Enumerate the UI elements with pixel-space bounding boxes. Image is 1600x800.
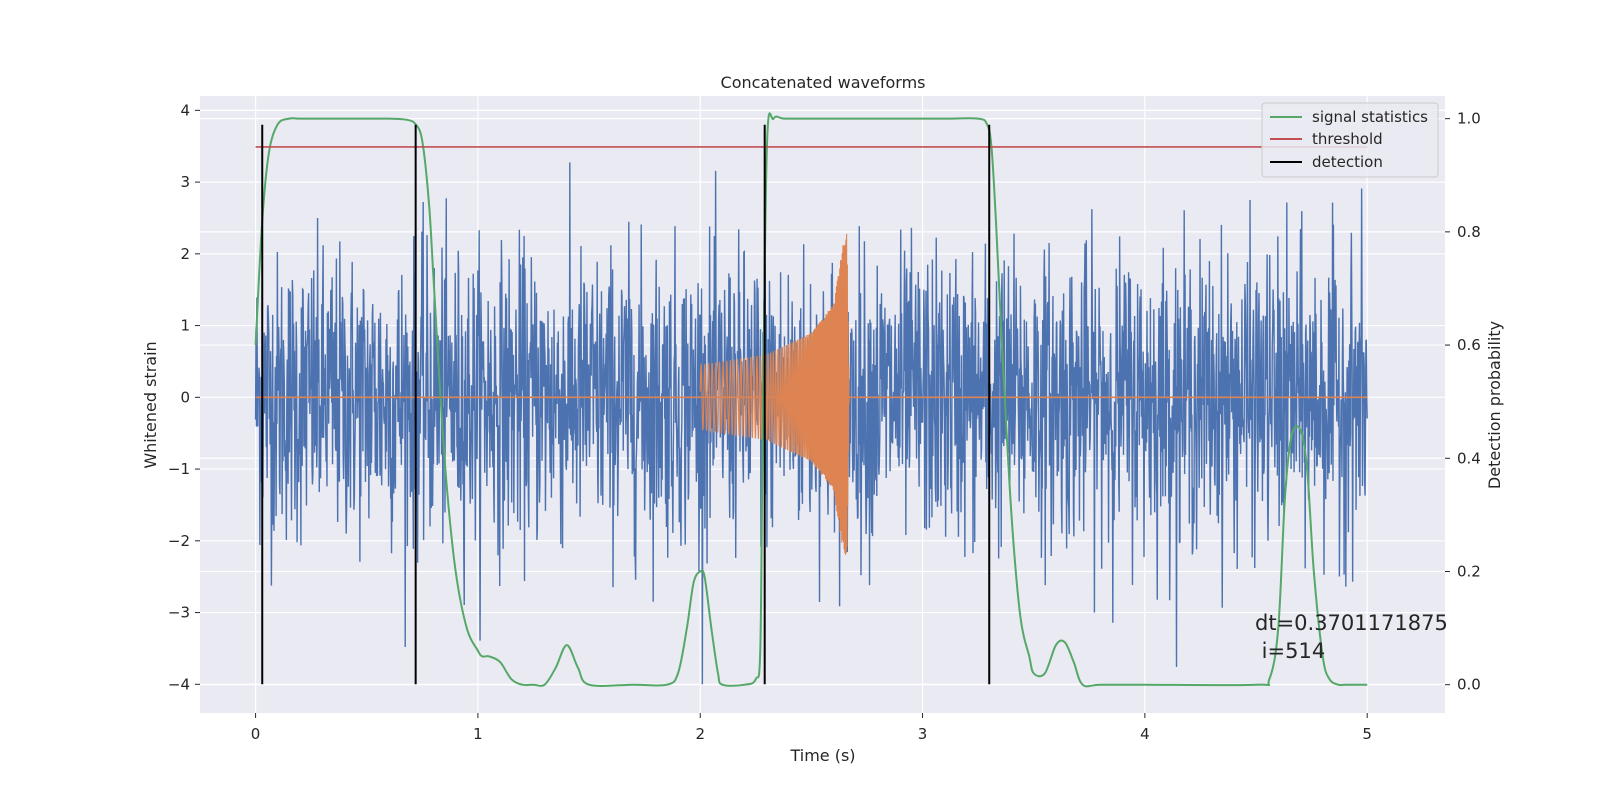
x-tick-label: 4 <box>1140 725 1150 743</box>
y-tick-label-right: 0.0 <box>1457 676 1481 694</box>
axes: 0 1 2 3 4 5 −4 −3 −2 −1 0 1 2 3 4 0.0 0.2 0.4 0.6 0.8 1.0 <box>168 101 1481 743</box>
legend-label-detection: detection <box>1312 153 1383 171</box>
y-tick-label-right: 0.4 <box>1457 449 1481 467</box>
legend-label-threshold: threshold <box>1312 130 1383 148</box>
x-axis-label: Time (s) <box>789 746 855 765</box>
x-tick-label: 5 <box>1362 725 1372 743</box>
signal-statistics-line <box>254 112 1368 688</box>
chart-title: Concatenated waveforms <box>721 73 926 92</box>
signal-statistics-series <box>254 112 1368 688</box>
y-tick-label-left: −4 <box>168 675 190 693</box>
signal-chirp-line <box>699 233 850 555</box>
y-axis-label-left: Whitened strain <box>141 341 160 468</box>
y-tick-label-right: 0.2 <box>1457 562 1481 580</box>
legend-label-signal-statistics: signal statistics <box>1312 108 1428 126</box>
y-axis-label-right: Detection probability <box>1485 321 1504 489</box>
y-tick-label-left: −3 <box>168 604 190 622</box>
legend: signal statistics threshold detection <box>1261 102 1439 178</box>
x-tick-label: 1 <box>473 725 483 743</box>
y-tick-label-left: −2 <box>168 532 190 550</box>
y-tick-label-right: 0.8 <box>1457 223 1481 241</box>
legend-box <box>1261 102 1439 178</box>
annotation-dt: dt=0.3701171875 <box>1255 611 1448 635</box>
y-tick-label-left: −1 <box>168 460 190 478</box>
y-tick-label-left: 4 <box>180 101 190 119</box>
y-tick-label-right: 1.0 <box>1457 110 1481 128</box>
annotation-i: i=514 <box>1255 639 1325 663</box>
y-tick-label-left: 3 <box>180 173 190 191</box>
y-tick-label-left: 2 <box>180 245 190 263</box>
y-tick-label-left: 0 <box>180 388 190 406</box>
x-tick-label: 0 <box>251 725 261 743</box>
y-tick-label-right: 0.6 <box>1457 336 1481 354</box>
y-tick-label-left: 1 <box>180 317 190 335</box>
x-tick-label: 2 <box>695 725 705 743</box>
x-tick-label: 3 <box>918 725 928 743</box>
detection-series <box>261 124 991 685</box>
